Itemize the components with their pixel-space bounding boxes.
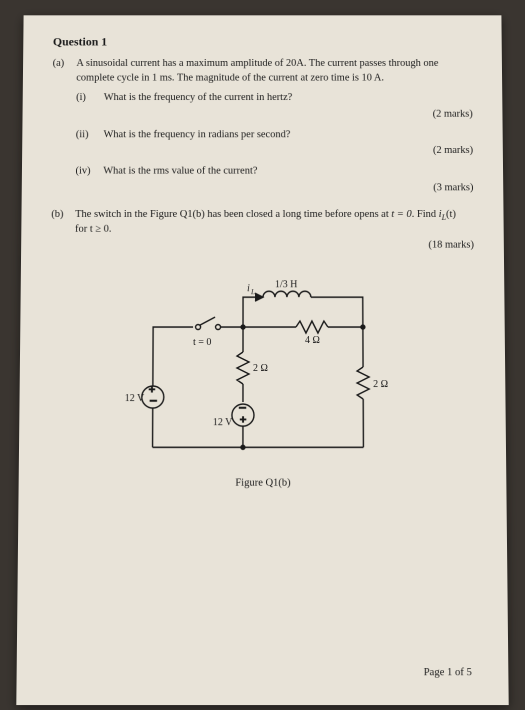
sub-ii: (ii) What is the frequency in radians pe… (76, 128, 473, 142)
circuit-diagram: + − (49, 268, 477, 509)
sub-iv-text: What is the rms value of the current? (103, 165, 473, 179)
part-b-text1: The switch in the Figure Q1(b) has been … (75, 209, 391, 220)
part-b-body: The switch in the Figure Q1(b) has been … (75, 208, 474, 258)
part-label-a: (a) (51, 57, 76, 200)
part-b-mid: . Find (412, 209, 439, 220)
part-b: (b) The switch in the Figure Q1(b) has b… (51, 208, 474, 258)
part-a: (a) A sinusoidal current has a maximum a… (51, 57, 473, 200)
sub-i: (i) What is the frequency of the current… (76, 92, 473, 106)
part-b-text2: for t ≥ 0. (75, 223, 474, 238)
part-label-b: (b) (51, 208, 75, 258)
question-header: Question 1 (53, 35, 472, 50)
part-b-teq: t = 0 (391, 209, 411, 220)
page-number: Page 1 of 5 (424, 667, 472, 678)
svg-text:i: i (247, 283, 250, 294)
svg-text:L: L (250, 288, 255, 296)
part-a-intro: A sinusoidal current has a maximum ampli… (76, 57, 472, 86)
svg-text:t = 0: t = 0 (193, 337, 211, 348)
page-footer: Page 1 of 5 (424, 667, 472, 678)
sub-i-marks: (2 marks) (76, 108, 473, 122)
svg-text:Figure Q1(b): Figure Q1(b) (235, 478, 291, 489)
svg-text:+: + (239, 414, 245, 426)
sub-i-label: (i) (76, 92, 104, 106)
part-a-body: A sinusoidal current has a maximum ampli… (75, 57, 473, 200)
part-b-iL-arg: (t) (446, 209, 456, 220)
sub-i-text: What is the frequency of the current in … (104, 92, 473, 106)
svg-text:1/3 H: 1/3 H (274, 279, 296, 290)
page: Question 1 (a) A sinusoidal current has … (16, 15, 508, 705)
sub-ii-marks: (2 marks) (76, 145, 474, 159)
sub-ii-text: What is the frequency in radians per sec… (103, 128, 473, 142)
svg-text:−: − (238, 401, 245, 415)
svg-text:12 V: 12 V (212, 417, 232, 428)
svg-text:−: − (149, 394, 156, 408)
svg-text:12 V: 12 V (124, 393, 144, 404)
sub-ii-label: (ii) (76, 128, 104, 142)
sub-iv-marks: (3 marks) (75, 181, 473, 195)
svg-text:4 Ω: 4 Ω (304, 335, 319, 346)
svg-text:2 Ω: 2 Ω (252, 363, 267, 374)
circuit-svg: + − (122, 268, 404, 509)
svg-text:2 Ω: 2 Ω (373, 379, 388, 390)
sub-iv: (iv) What is the rms value of the curren… (75, 165, 473, 179)
part-b-marks: (18 marks) (75, 239, 474, 254)
sub-iv-label: (iv) (75, 165, 103, 179)
